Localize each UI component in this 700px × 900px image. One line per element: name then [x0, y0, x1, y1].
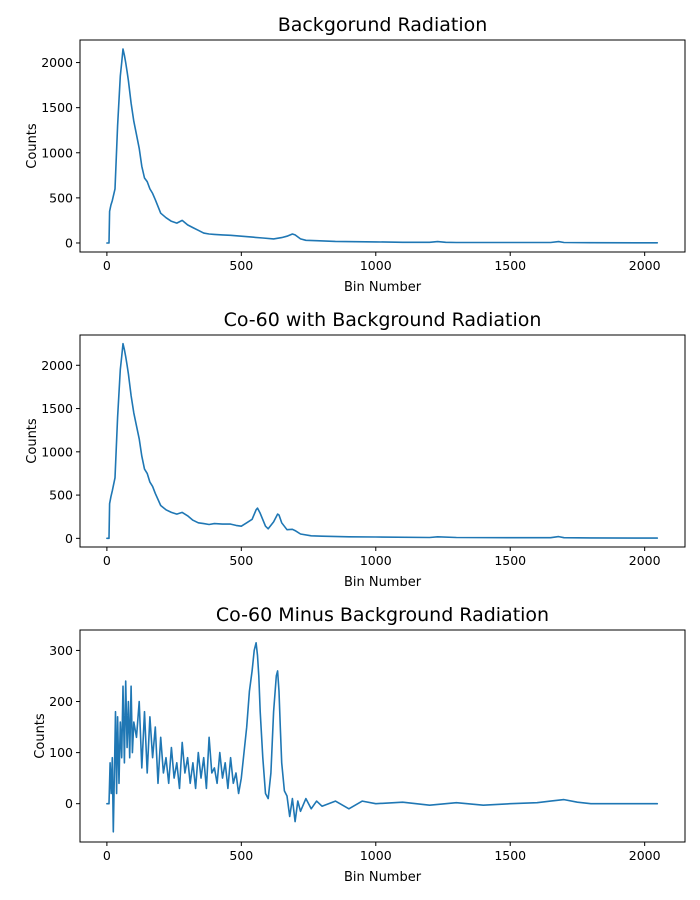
series-line [106, 642, 659, 833]
x-tick-label: 1000 [360, 258, 392, 273]
x-tick-label: 500 [229, 553, 253, 568]
y-tick-label: 0 [65, 531, 73, 546]
x-tick-label: 500 [229, 848, 253, 863]
series-line [106, 48, 659, 244]
y-axis-label: Counts [25, 123, 40, 169]
y-tick-label: 2000 [41, 55, 73, 70]
y-axis-label: Counts [25, 418, 40, 464]
y-tick-label: 1000 [41, 444, 73, 459]
y-tick-label: 0 [65, 796, 73, 811]
x-tick-label: 0 [103, 553, 111, 568]
chart-title: Co-60 Minus Background Radiation [216, 604, 549, 626]
y-tick-label: 0 [65, 235, 73, 250]
x-tick-label: 1500 [494, 553, 526, 568]
chart-title: Co-60 with Background Radiation [224, 309, 542, 331]
plot-frame [79, 334, 686, 548]
x-tick-label: 1500 [494, 848, 526, 863]
x-axis-label: Bin Number [344, 280, 422, 295]
y-tick-label: 500 [49, 488, 73, 503]
y-tick-label: 1500 [41, 100, 73, 115]
x-tick-label: 2000 [629, 553, 661, 568]
x-tick-label: 1000 [360, 848, 392, 863]
x-axis-label: Bin Number [344, 870, 422, 885]
plot-frame [79, 39, 686, 253]
x-tick-label: 1500 [494, 258, 526, 273]
panel-co60-minus-background: Co-60 Minus Background Radiation Bin Num… [33, 604, 686, 885]
chart-title: Backgorund Radiation [278, 14, 488, 36]
x-axis-label: Bin Number [344, 575, 422, 590]
x-tick-label: 1000 [360, 553, 392, 568]
series-line [106, 342, 659, 540]
y-tick-label: 100 [49, 745, 73, 760]
y-tick-label: 1000 [41, 145, 73, 160]
panel-co60-with-background: Co-60 with Background Radiation Bin Numb… [25, 309, 686, 590]
x-tick-label: 0 [103, 848, 111, 863]
y-tick-label: 1500 [41, 401, 73, 416]
x-tick-label: 0 [103, 258, 111, 273]
x-tick-label: 500 [229, 258, 253, 273]
y-tick-label: 2000 [41, 358, 73, 373]
panel-background-radiation: Backgorund Radiation Bin Number Counts 0… [25, 14, 686, 295]
y-tick-label: 300 [49, 643, 73, 658]
x-tick-label: 2000 [629, 848, 661, 863]
y-tick-label: 200 [49, 694, 73, 709]
y-tick-label: 500 [49, 190, 73, 205]
y-axis-label: Counts [33, 713, 48, 759]
plot-frame [79, 629, 686, 843]
x-tick-label: 2000 [629, 258, 661, 273]
